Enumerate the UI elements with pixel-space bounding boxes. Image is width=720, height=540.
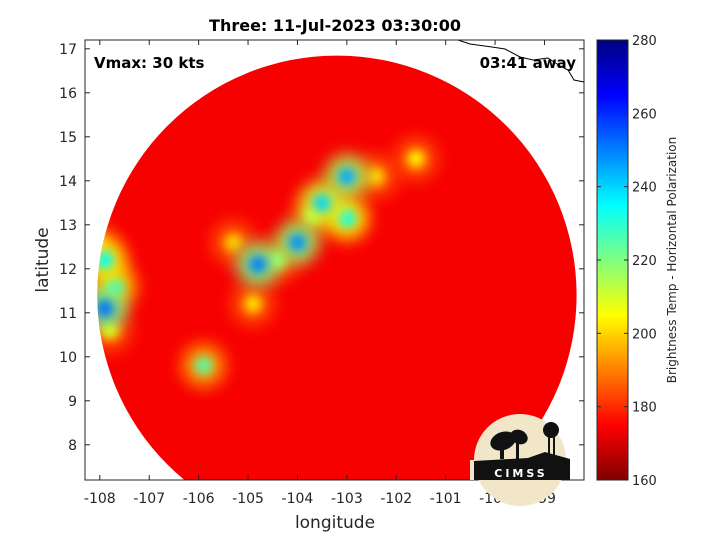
chart-title: Three: 11-Jul-2023 03:30:00 xyxy=(209,16,461,35)
feature-core xyxy=(288,233,307,252)
cimss-logo: CIMSS xyxy=(470,414,570,506)
feature-core xyxy=(248,255,267,274)
x-axis: -108 -107 -106 -105 -104 -103 -102 -101 -100 -99 xyxy=(84,40,556,507)
y-axis-label: latitude xyxy=(33,227,53,292)
x-tick-label: -103 xyxy=(331,491,363,507)
feature-core xyxy=(407,149,426,168)
feature-core xyxy=(337,167,356,186)
y-tick-label: 15 xyxy=(59,130,77,146)
colorbar-ticks: 160 180 200 220 240 260 280 xyxy=(597,34,657,489)
y-tick-label: 13 xyxy=(59,218,77,234)
colorbar xyxy=(596,39,629,481)
feature-core xyxy=(243,295,262,313)
x-tick-label: -101 xyxy=(430,491,462,507)
y-tick-label: 8 xyxy=(68,438,77,454)
y-tick-label: 10 xyxy=(59,350,77,366)
colorbar-tick-label: 160 xyxy=(632,474,657,489)
feature-core xyxy=(337,209,356,228)
colorbar-label: Brightness Temp - Horizontal Polarizatio… xyxy=(665,137,679,384)
colorbar-tick-label: 180 xyxy=(632,401,657,416)
colorbar-tick-label: 280 xyxy=(632,34,657,49)
feature-core xyxy=(97,299,114,318)
feature-core xyxy=(224,233,243,252)
colorbar-tick-label: 260 xyxy=(632,107,657,122)
x-tick-label: -107 xyxy=(133,491,165,507)
x-tick-label: -102 xyxy=(380,491,412,507)
colorbar-tick-label: 200 xyxy=(632,327,657,342)
vmax-annotation: Vmax: 30 kts xyxy=(94,54,204,72)
feature-core xyxy=(194,356,213,375)
x-tick-label: -106 xyxy=(183,491,215,507)
y-tick-label: 12 xyxy=(59,262,77,278)
y-tick-label: 14 xyxy=(59,174,77,190)
y-tick-label: 11 xyxy=(59,306,77,322)
x-axis-label: longitude xyxy=(295,513,375,533)
x-tick-label: -104 xyxy=(282,491,314,507)
time-away-annotation: 03:41 away xyxy=(480,54,577,72)
y-axis: 8 9 10 11 12 13 14 15 16 17 xyxy=(59,42,584,454)
coastline xyxy=(457,40,584,83)
logo-text: CIMSS xyxy=(494,467,547,480)
y-tick-label: 17 xyxy=(59,42,77,58)
feature-core xyxy=(367,167,386,186)
axes-frame xyxy=(84,39,585,481)
y-tick-label: 9 xyxy=(68,394,77,410)
colorbar-tick-label: 220 xyxy=(632,254,657,269)
feature-core xyxy=(313,193,332,212)
y-tick-label: 16 xyxy=(59,86,77,102)
colorbar-tick-label: 240 xyxy=(632,181,657,196)
x-tick-label: -108 xyxy=(84,491,116,507)
x-tick-label: -105 xyxy=(232,491,264,507)
